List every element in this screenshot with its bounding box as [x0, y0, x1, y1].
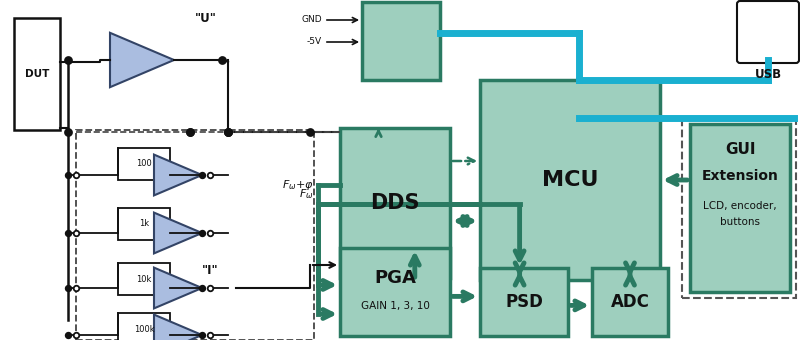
Bar [118, 208, 170, 240]
Text: "I": "I" [202, 264, 218, 276]
Polygon shape [154, 155, 202, 196]
Text: buttons: buttons [720, 217, 760, 227]
Text: -5V: -5V [307, 37, 322, 47]
Bar [362, 2, 440, 80]
Polygon shape [154, 268, 202, 308]
Text: PGA: PGA [374, 269, 416, 287]
Text: LCD, encoder,: LCD, encoder, [703, 201, 777, 211]
Text: DUT: DUT [25, 69, 49, 79]
Text: DDS: DDS [370, 193, 420, 213]
Bar [118, 263, 170, 295]
Text: "U": "U" [195, 12, 217, 24]
FancyBboxPatch shape [737, 1, 799, 63]
Bar [682, 118, 796, 298]
Text: MCU: MCU [542, 170, 598, 190]
Polygon shape [154, 314, 202, 340]
Text: GND: GND [302, 16, 322, 24]
Bar [592, 268, 668, 336]
Bar [340, 248, 450, 336]
Bar [118, 148, 170, 180]
Bar [14, 18, 60, 130]
Text: USB: USB [754, 68, 782, 81]
Bar [480, 80, 660, 280]
Text: $F_\omega$+$\varphi$: $F_\omega$+$\varphi$ [282, 178, 314, 192]
Text: 100: 100 [136, 159, 152, 169]
Text: 1k: 1k [139, 220, 149, 228]
Bar [118, 313, 170, 340]
Bar [480, 268, 568, 336]
Bar [340, 128, 450, 278]
Text: $F_\omega$: $F_\omega$ [299, 187, 314, 201]
Polygon shape [154, 212, 202, 253]
Text: ADC: ADC [610, 293, 650, 311]
Bar [76, 130, 314, 340]
Text: GUI: GUI [725, 142, 755, 157]
Text: Extension: Extension [702, 169, 778, 183]
Text: 100k: 100k [134, 324, 154, 334]
Text: PSD: PSD [505, 293, 543, 311]
Polygon shape [110, 33, 174, 87]
Bar [690, 124, 790, 292]
Text: 10k: 10k [136, 274, 152, 284]
Text: GAIN 1, 3, 10: GAIN 1, 3, 10 [361, 301, 430, 311]
Bar [748, 12, 788, 52]
